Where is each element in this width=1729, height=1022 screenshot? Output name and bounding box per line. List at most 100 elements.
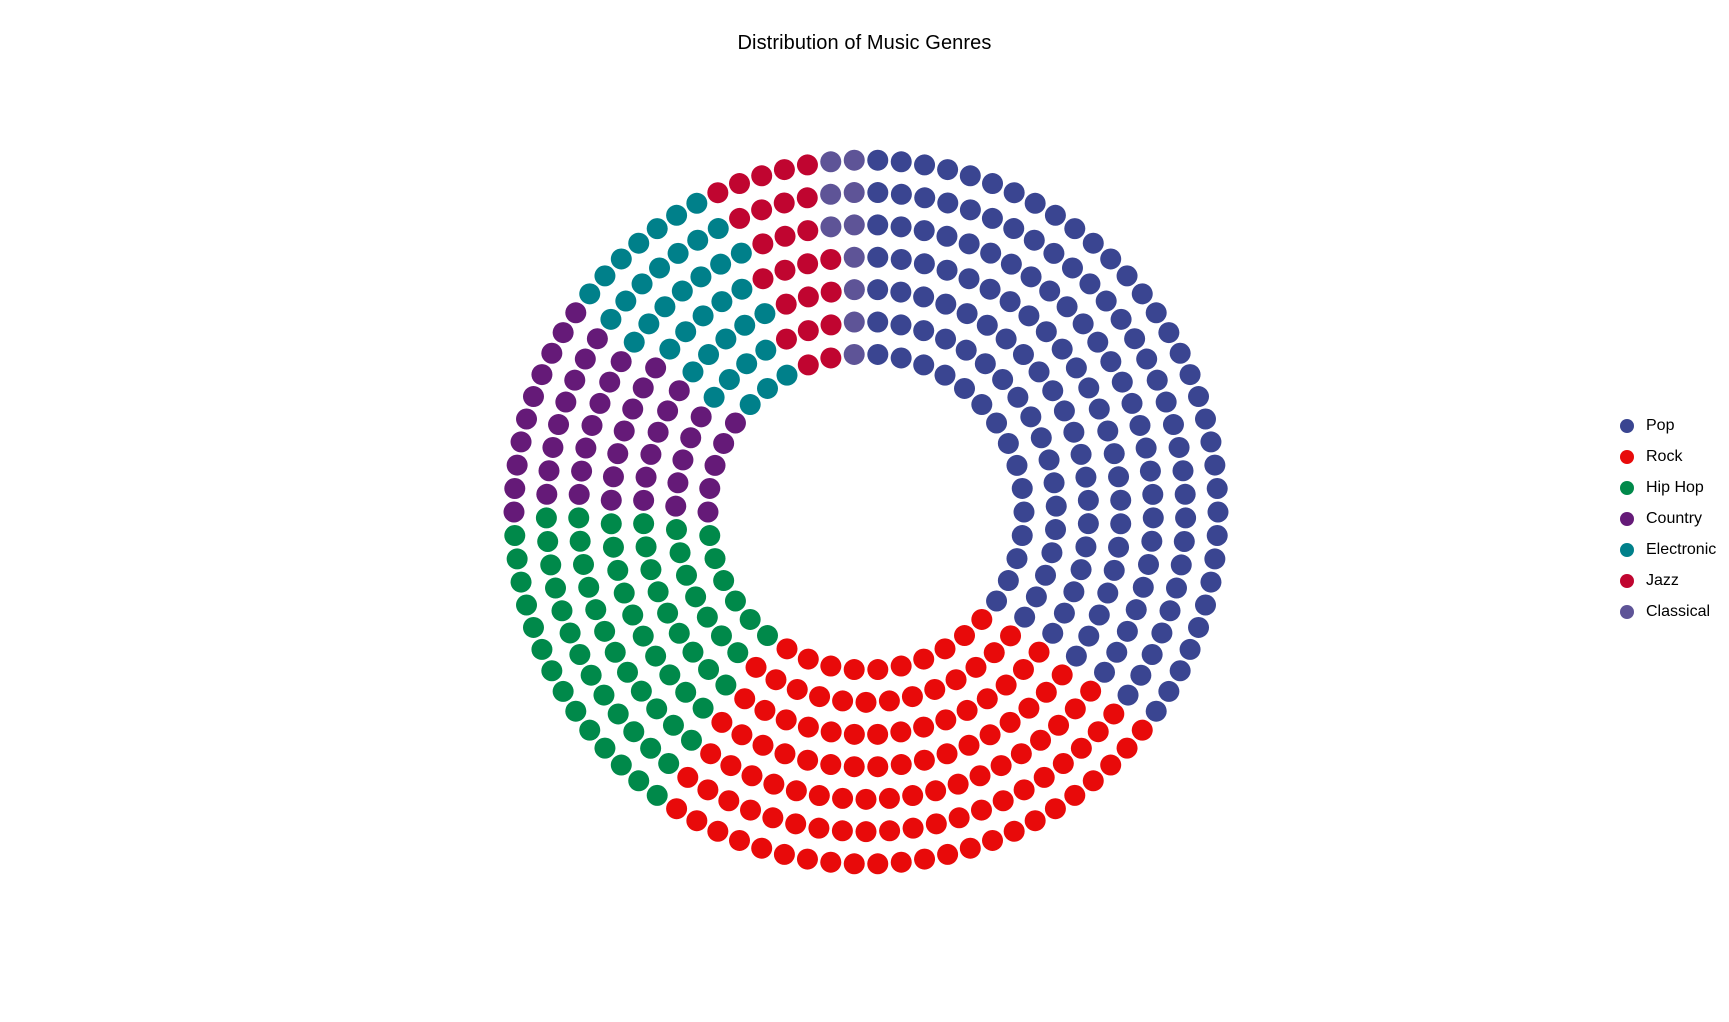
dot-rock [878,787,900,809]
dot-country [564,369,586,391]
legend-swatch-classical [1620,604,1634,619]
dot-country [586,328,608,350]
dot-pop [1151,622,1173,644]
dot-rock [969,765,991,787]
dot-jazz [774,259,796,281]
dot-country [536,483,558,505]
dot-pop [890,314,912,336]
legend-label-jazz: Jazz [1646,571,1679,589]
dot-hip-hop [715,674,737,696]
dot-pop [913,320,935,342]
dot-hip-hop [568,507,590,529]
dot-rock [786,678,808,700]
dot-pop [971,394,993,416]
dot-hip-hop [545,577,567,599]
dot-hip-hop [504,525,526,547]
dot-rock [999,711,1021,733]
dot-country [635,466,657,488]
dot-rock [867,853,889,875]
dot-pop [914,187,936,209]
dot-pop [1051,338,1073,360]
dot-country [506,454,528,476]
dot-pop [867,343,889,365]
dot-hip-hop [610,754,632,776]
dot-pop [1011,525,1033,547]
dot-pop [1035,564,1057,586]
dot-electronic [754,303,776,325]
dot-rock [867,756,889,778]
dot-hip-hop [713,570,735,592]
dot-hip-hop [516,594,538,616]
legend-swatch-rock [1620,449,1634,464]
dot-rock [1051,664,1073,686]
dot-electronic [615,290,637,312]
dot-electronic [730,242,752,264]
dot-country [713,432,735,454]
dot-pop [890,216,912,238]
dot-hip-hop [647,581,669,603]
dot-rock [831,820,853,842]
dot-pop [1025,586,1047,608]
dot-rock [913,716,935,738]
dot-electronic [776,364,798,386]
dot-rock [718,790,740,812]
dot-hip-hop [675,681,697,703]
dot-pop [1159,600,1181,622]
dot-country [680,427,702,449]
dot-hip-hop [699,525,721,547]
dot-electronic [734,314,756,336]
dot-pop [1038,449,1060,471]
dot-pop [1012,344,1034,366]
dot-rock [890,851,912,873]
dot-pop [1141,643,1163,665]
dot-pop [986,590,1008,612]
dot-pop [1100,351,1122,373]
legend-item-hip-hop: Hip Hop [1620,472,1716,503]
dot-pop [1108,466,1130,488]
dot-pop [1158,680,1180,702]
dot-pop [890,248,912,270]
dot-pop [937,159,959,181]
legend: Pop Rock Hip Hop Country Electronic Jazz Class… [1620,410,1716,627]
dot-pop [997,432,1019,454]
dot-pop [1042,622,1064,644]
dot-rock [843,723,865,745]
dot-hip-hop [569,530,591,552]
dot-electronic [698,344,720,366]
dot-pop [1042,380,1064,402]
dot-country [613,420,635,442]
dot-pop [1169,342,1191,364]
dot-hip-hop [659,664,681,686]
dot-hip-hop [622,604,644,626]
dot-rock [971,608,993,630]
dot-pop [1039,280,1061,302]
dot-electronic [707,218,729,240]
dot-rock [945,669,967,691]
dot-rock [1018,697,1040,719]
dot-pop [1121,392,1143,414]
dot-pop [935,328,957,350]
dot-rock [731,724,753,746]
dot-rock [1070,737,1092,759]
dot-pop [1056,296,1078,318]
dot-pop [1088,398,1110,420]
dot-rock [1064,698,1086,720]
dot-jazz [773,159,795,181]
dot-pop [1088,604,1110,626]
dot-rock [1116,737,1138,759]
dot-pop [1142,507,1164,529]
legend-item-rock: Rock [1620,441,1716,472]
dot-rock [741,765,763,787]
dot-rock [1082,770,1104,792]
dot-jazz [774,225,796,247]
dot-jazz [796,187,818,209]
dot-pop [1188,386,1210,408]
dot-rock [820,655,842,677]
dot-rock [890,655,912,677]
dot-country [542,436,564,458]
dot-pop [1135,437,1157,459]
dot-hip-hop [704,548,726,570]
dot-pop [1116,265,1138,287]
dot-rock [867,723,889,745]
dot-jazz [820,347,842,369]
